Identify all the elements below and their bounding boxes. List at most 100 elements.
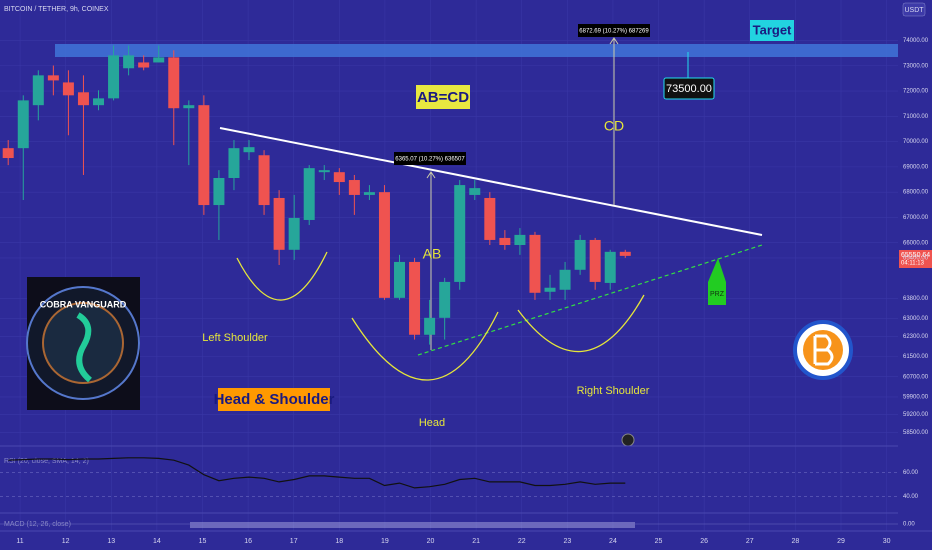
rsi-label: RSI (20, close, SMA, 14, 2) — [4, 458, 89, 465]
macd-label: MACD (12, 26, close) — [4, 521, 71, 528]
candle-body — [604, 251, 616, 283]
x-tick-label: 16 — [244, 538, 252, 545]
candle-body — [544, 287, 556, 292]
candle-body — [439, 281, 451, 318]
candle-body — [529, 234, 541, 293]
x-tick-label: 19 — [381, 538, 389, 545]
candle-body — [62, 82, 74, 96]
candle-body — [138, 62, 150, 68]
target: Target — [753, 22, 792, 37]
target-zone — [55, 44, 898, 57]
candle-body — [454, 185, 466, 282]
x-tick-label: 26 — [700, 538, 708, 545]
pattern-name: Head & Shoulder — [214, 391, 335, 408]
y-tick-label: 70000.00 — [903, 139, 929, 145]
candle-body — [198, 105, 210, 206]
logo-text: COBRA VANGUARD — [40, 299, 127, 309]
y-tick-label: 63000.00 — [903, 316, 929, 322]
candle-body — [153, 57, 165, 63]
last-price: 65550.64 — [901, 252, 930, 259]
x-tick-label: 15 — [199, 538, 207, 545]
right-shoulder: Right Shoulder — [577, 385, 650, 397]
left-shoulder-curve — [236, 251, 328, 301]
logo-cobra — [76, 312, 93, 383]
candle-body — [243, 147, 255, 153]
x-tick-label: 20 — [427, 538, 435, 545]
candle-body — [484, 197, 496, 240]
candle-body — [93, 98, 105, 106]
candles — [2, 45, 631, 345]
x-tick-label: 18 — [335, 538, 343, 545]
x-tick-label: 23 — [563, 538, 571, 545]
countdown: 04:11:13 — [901, 261, 925, 267]
rsi-tick-label: 40.00 — [903, 494, 919, 500]
x-tick-label: 11 — [16, 538, 23, 545]
target-price: 73500.00 — [666, 83, 712, 95]
x-tick-label: 25 — [655, 538, 663, 545]
right-shoulder-curve — [517, 294, 645, 353]
prz-marker — [708, 258, 726, 305]
candle-body — [514, 234, 526, 246]
macd-band — [190, 522, 635, 528]
candle-body — [32, 75, 44, 106]
candle-body — [213, 178, 225, 206]
candle-body — [318, 170, 330, 173]
y-tick-label: 68000.00 — [903, 190, 929, 196]
trendline — [219, 127, 763, 236]
y-tick-label: 73000.00 — [903, 63, 929, 69]
prz: PRZ — [710, 291, 725, 298]
candle-body — [619, 251, 631, 256]
currency-box — [902, 2, 926, 17]
y-tick-label: 74000.00 — [903, 38, 929, 44]
candle-body — [363, 192, 375, 195]
candle-body — [77, 92, 89, 106]
candle-body — [123, 55, 135, 69]
y-tick-label: 59200.00 — [903, 412, 929, 418]
y-tick-label: 72000.00 — [903, 89, 929, 95]
y-tick-label: 62300.00 — [903, 334, 929, 340]
btc-b — [813, 334, 834, 366]
y-tick-label: 66000.00 — [903, 240, 929, 246]
y-tick-label: 65400.00 — [903, 255, 929, 261]
candle-body — [589, 239, 601, 282]
y-tick-label: 63800.00 — [903, 296, 929, 302]
candle-body — [394, 261, 406, 298]
candle-body — [348, 180, 360, 195]
candle-body — [258, 155, 270, 206]
candle-body — [17, 100, 29, 149]
left-shoulder: Left Shoulder — [202, 332, 268, 344]
x-tick-label: 29 — [837, 538, 845, 545]
candle-body — [333, 172, 345, 183]
y-tick-label: 71000.00 — [903, 114, 929, 120]
candle-body — [288, 217, 300, 250]
grid — [0, 0, 898, 531]
head: Head — [419, 417, 445, 429]
cd-label: CD — [604, 118, 624, 134]
ab-measure-box — [394, 152, 466, 165]
candle-body — [574, 239, 586, 270]
candle-body — [378, 192, 390, 298]
cd-arrowhead — [609, 37, 619, 45]
candle-body — [469, 188, 481, 195]
candle-body — [108, 55, 120, 99]
x-tick-label: 30 — [883, 538, 891, 545]
cd-measure-box — [578, 24, 650, 37]
x-tick-label: 24 — [609, 538, 617, 545]
pattern: AB=CD — [417, 89, 469, 106]
last-price-box — [899, 250, 932, 268]
candle-body — [183, 105, 195, 109]
price-axis-bg — [898, 0, 932, 550]
candle-body — [424, 317, 436, 335]
ab-measure: 6365.07 (10.27%) 636507 — [395, 157, 465, 163]
x-tick-label: 21 — [472, 538, 480, 545]
y-tick-label: 58500.00 — [903, 430, 929, 436]
candle-body — [168, 57, 180, 109]
candle-body — [409, 261, 421, 335]
pattern-box — [416, 85, 470, 109]
candle-body — [2, 148, 14, 159]
currency: USDT — [904, 7, 924, 14]
x-tick-label: 14 — [153, 538, 161, 545]
x-tick-label: 17 — [290, 538, 298, 545]
